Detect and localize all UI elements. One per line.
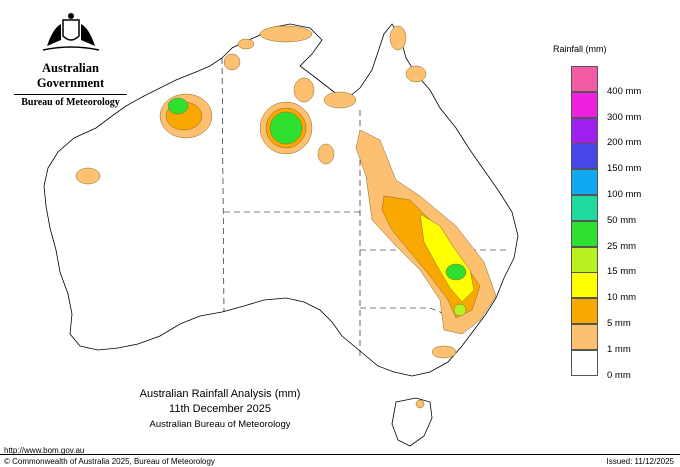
legend-label: 10 mm — [607, 292, 637, 304]
legend-label: 200 mm — [607, 137, 642, 149]
issued-date: Issued: 11/12/2025 — [606, 457, 674, 466]
legend-swatch — [571, 117, 598, 144]
legend-label: 0 mm — [607, 369, 631, 381]
map-title: Australian Rainfall Analysis (mm) — [139, 388, 301, 400]
legend-label: 5 mm — [607, 318, 631, 329]
legend-title: Rainfall (mm) — [553, 44, 607, 54]
government-name: Australian Government — [36, 61, 105, 90]
legend-label: 100 mm — [607, 189, 642, 200]
legend-swatch — [571, 324, 598, 350]
legend-swatch — [571, 298, 598, 325]
tasmania-outline — [391, 397, 433, 447]
legend-swatch — [571, 246, 598, 273]
legend-label: 50 mm — [607, 214, 637, 226]
legend-swatch — [571, 169, 598, 196]
legend-label: 15 mm — [607, 266, 637, 278]
legend-label: 400 mm — [607, 85, 642, 97]
legend-swatch — [571, 91, 598, 118]
map-titleblock: Australian Rainfall Analysis (mm) 11th D… — [120, 387, 320, 432]
legend-swatch — [571, 220, 598, 247]
legend-label: 150 mm — [607, 163, 642, 175]
map-source: Australian Bureau of Meteorology — [149, 419, 291, 430]
coat-of-arms-icon — [42, 13, 99, 51]
website-link[interactable]: http://www.bom.gov.au — [4, 446, 85, 455]
rainfall-shading — [75, 25, 497, 409]
legend-swatch — [571, 272, 598, 299]
legend-swatch — [571, 66, 598, 92]
legend-label: 300 mm — [607, 111, 642, 123]
map-date: 11th December 2025 — [169, 403, 271, 415]
legend-label: 25 mm — [607, 240, 637, 252]
legend-swatch — [571, 349, 598, 376]
legend-swatch — [571, 143, 598, 170]
legend-swatch — [571, 195, 598, 221]
government-logo: Australian Government Bureau of Meteorol… — [8, 10, 133, 108]
bureau-name: Bureau of Meteorology — [21, 97, 120, 108]
copyright-text: © Commonwealth of Australia 2025, Bureau… — [4, 457, 215, 466]
legend-label: 1 mm — [607, 343, 631, 355]
